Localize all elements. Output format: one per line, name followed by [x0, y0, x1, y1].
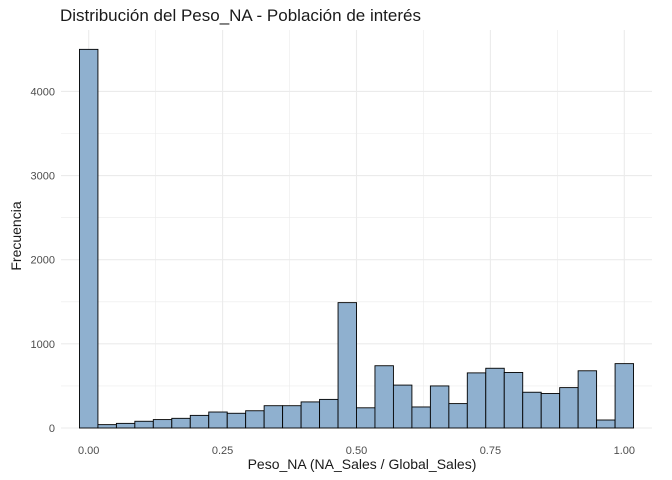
histogram-bar [152, 419, 173, 429]
x-tick-label: 0.25 [212, 445, 233, 457]
histogram-bar [97, 424, 117, 429]
histogram-bar [374, 365, 394, 429]
histogram-bar [300, 401, 321, 429]
histogram-bar [596, 419, 616, 429]
y-tick-label: 3000 [31, 171, 55, 183]
histogram-bar [577, 370, 598, 429]
histogram-bar [115, 422, 136, 429]
histogram-bar [245, 410, 265, 429]
histogram-bar [356, 407, 376, 429]
histogram-bar [282, 405, 302, 429]
y-tick-label: 4000 [31, 86, 55, 98]
x-tick-label: 0.50 [346, 445, 367, 457]
x-axis-label: Peso_NA (NA_Sales / Global_Sales) [247, 456, 477, 472]
histogram-bar [466, 372, 487, 429]
histogram-bar [429, 385, 450, 429]
histogram-bar [79, 48, 99, 429]
x-tick-label: 1.00 [614, 445, 635, 457]
x-tick-label: 0.00 [78, 445, 99, 457]
histogram-bar [411, 406, 431, 429]
histogram-bar [189, 414, 210, 429]
y-tick-label: 1000 [31, 339, 55, 351]
chart-title: Distribución del Peso_NA - Población de … [60, 6, 421, 25]
histogram-bar [522, 391, 542, 429]
y-tick-label: 0 [49, 423, 55, 435]
histogram-bar [208, 411, 228, 429]
histogram-bar [226, 412, 247, 429]
histogram-bar [337, 302, 357, 429]
histogram-bar [448, 403, 468, 429]
histogram-bar [540, 393, 561, 429]
histogram-bar [503, 372, 524, 429]
histogram-bar [134, 420, 154, 429]
y-tick-label: 2000 [31, 255, 55, 267]
y-axis-label: Frecuencia [8, 201, 24, 271]
histogram-bar [485, 367, 505, 429]
histogram-bar [263, 405, 284, 429]
histogram-bar [392, 384, 413, 429]
histogram-bar [559, 387, 579, 429]
histogram-bar [319, 398, 339, 429]
histogram-bar [171, 417, 191, 429]
histogram-bar [614, 363, 634, 429]
x-tick-label: 0.75 [480, 445, 501, 457]
